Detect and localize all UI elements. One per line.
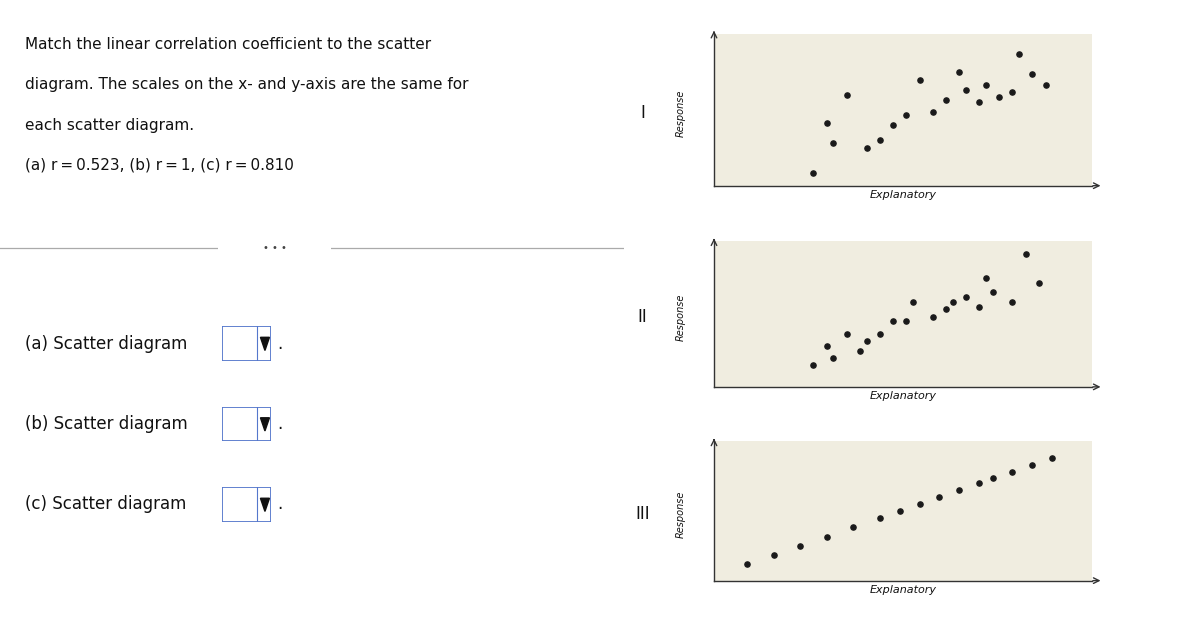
Point (1003, 87, 1022, 97)
Point (990, 92, 1009, 102)
Point (1022, 459, 1042, 469)
Point (949, 485, 968, 495)
Point (870, 513, 889, 523)
Point (970, 302, 989, 312)
Point (791, 541, 810, 551)
Text: Response: Response (676, 293, 685, 341)
Text: I: I (640, 104, 646, 122)
Point (883, 316, 902, 326)
Point (930, 492, 949, 502)
Point (817, 340, 836, 350)
Point (896, 316, 916, 326)
Point (1036, 80, 1055, 90)
Point (923, 311, 942, 321)
Point (764, 550, 784, 560)
Text: II: II (637, 308, 648, 326)
Text: each scatter diagram.: each scatter diagram. (25, 118, 194, 132)
Point (983, 287, 1002, 297)
Point (1016, 249, 1036, 259)
Text: .: . (277, 495, 283, 514)
X-axis label: Explanatory: Explanatory (870, 391, 936, 401)
Text: Response: Response (676, 89, 685, 137)
Point (956, 292, 976, 302)
FancyBboxPatch shape (205, 230, 344, 267)
Point (870, 329, 889, 339)
Point (949, 67, 968, 77)
Point (970, 478, 989, 488)
Point (1043, 452, 1062, 462)
Point (883, 120, 902, 130)
Point (1030, 278, 1049, 288)
Polygon shape (260, 418, 270, 431)
Text: (b) Scatter diagram: (b) Scatter diagram (25, 415, 187, 433)
Point (923, 108, 942, 118)
Text: • • •: • • • (263, 243, 287, 253)
Point (1022, 69, 1042, 79)
Point (844, 522, 863, 532)
Point (890, 506, 910, 516)
Point (804, 168, 823, 178)
X-axis label: Explanatory: Explanatory (870, 190, 936, 200)
Point (910, 499, 929, 509)
Point (838, 90, 857, 100)
Point (823, 138, 842, 148)
Point (936, 305, 955, 314)
Text: III: III (635, 505, 650, 523)
Point (870, 135, 889, 145)
Text: Match the linear correlation coefficient to the scatter: Match the linear correlation coefficient… (25, 37, 431, 52)
Point (943, 297, 962, 307)
Point (983, 474, 1002, 483)
X-axis label: Explanatory: Explanatory (870, 585, 936, 595)
Text: (a) r = 0.523, (b) r = 1, (c) r = 0.810: (a) r = 0.523, (b) r = 1, (c) r = 0.810 (25, 158, 294, 173)
Text: (a) Scatter diagram: (a) Scatter diagram (25, 334, 187, 353)
Text: .: . (277, 415, 283, 433)
Point (857, 143, 876, 153)
Polygon shape (260, 498, 270, 511)
Point (838, 329, 857, 339)
Text: diagram. The scales on the x- and y-axis are the same for: diagram. The scales on the x- and y-axis… (25, 77, 468, 92)
Point (851, 345, 870, 355)
Point (970, 97, 989, 107)
Text: .: . (277, 334, 283, 353)
Point (817, 118, 836, 128)
Point (936, 95, 955, 105)
Point (977, 80, 996, 90)
Polygon shape (260, 337, 270, 350)
Point (1003, 467, 1022, 477)
Point (823, 353, 842, 363)
FancyBboxPatch shape (222, 407, 271, 441)
Point (977, 273, 996, 283)
FancyBboxPatch shape (222, 487, 271, 522)
Point (956, 85, 976, 95)
Point (896, 110, 916, 120)
Point (804, 360, 823, 370)
FancyBboxPatch shape (222, 326, 271, 361)
Text: (c) Scatter diagram: (c) Scatter diagram (25, 495, 186, 514)
Point (817, 532, 836, 542)
Point (910, 74, 929, 84)
Point (904, 297, 923, 307)
Point (1009, 50, 1028, 59)
Point (1003, 297, 1022, 307)
Point (738, 560, 757, 569)
Point (857, 336, 876, 346)
Text: Response: Response (676, 490, 685, 538)
